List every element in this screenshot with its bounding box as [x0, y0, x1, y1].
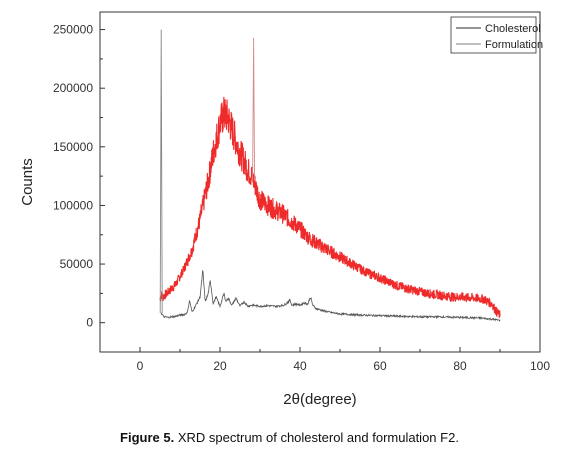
x-tick-label: 60	[373, 359, 387, 373]
xrd-chart: 0 20 40 60 80 100 0 50000 100000 150000 200000 250…	[19, 11, 550, 408]
x-tick-label: 0	[137, 359, 144, 373]
y-tick-label: 0	[86, 316, 93, 330]
peak-spike	[159, 29, 163, 313]
x-tick-label: 80	[453, 359, 467, 373]
figure-caption-label: Figure 5.	[120, 430, 175, 445]
series-formulation-line	[159, 96, 501, 318]
x-tick-label: 100	[530, 359, 550, 373]
legend: Cholesterol Formulation	[450, 16, 543, 54]
peak-spike	[252, 37, 256, 181]
y-tick-label: 150000	[53, 140, 93, 154]
legend-label-formulation: Formulation	[485, 39, 543, 51]
figure-caption: Figure 5. XRD spectrum of cholesterol an…	[0, 430, 579, 445]
x-tick-label: 20	[213, 359, 227, 373]
y-axis-label: Counts	[19, 158, 36, 206]
y-axis: 0 50000 100000 150000 200000 250000	[53, 23, 105, 330]
legend-label-cholesterol: Cholesterol	[485, 23, 541, 35]
y-tick-label: 200000	[53, 81, 93, 95]
y-tick-label: 250000	[53, 23, 93, 37]
y-tick-label: 100000	[53, 198, 93, 212]
y-tick-label: 50000	[60, 257, 94, 271]
x-axis: 0 20 40 60 80 100	[99, 347, 550, 373]
x-axis-label: 2θ(degree)	[283, 391, 356, 408]
legend-box	[450, 16, 537, 54]
x-tick-label: 40	[293, 359, 307, 373]
plot-area	[159, 29, 501, 322]
figure-caption-text: XRD spectrum of cholesterol and formulat…	[177, 430, 459, 445]
plot-frame	[99, 11, 541, 353]
series-cholesterol-line	[160, 270, 501, 322]
